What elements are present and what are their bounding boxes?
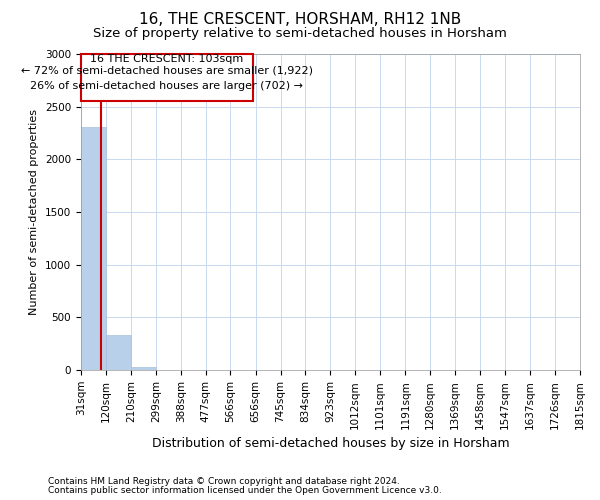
X-axis label: Distribution of semi-detached houses by size in Horsham: Distribution of semi-detached houses by … — [152, 437, 509, 450]
Text: Contains public sector information licensed under the Open Government Licence v3: Contains public sector information licen… — [48, 486, 442, 495]
Bar — [106, 336, 131, 370]
Y-axis label: Number of semi-detached properties: Number of semi-detached properties — [29, 109, 39, 315]
Text: ← 72% of semi-detached houses are smaller (1,922): ← 72% of semi-detached houses are smalle… — [21, 66, 313, 76]
Text: 26% of semi-detached houses are larger (702) →: 26% of semi-detached houses are larger (… — [31, 80, 304, 90]
Bar — [81, 54, 253, 101]
Text: Contains HM Land Registry data © Crown copyright and database right 2024.: Contains HM Land Registry data © Crown c… — [48, 477, 400, 486]
Bar — [81, 126, 106, 370]
Text: Size of property relative to semi-detached houses in Horsham: Size of property relative to semi-detach… — [93, 28, 507, 40]
Text: 16 THE CRESCENT: 103sqm: 16 THE CRESCENT: 103sqm — [90, 54, 244, 64]
Bar — [131, 367, 156, 370]
Text: 16, THE CRESCENT, HORSHAM, RH12 1NB: 16, THE CRESCENT, HORSHAM, RH12 1NB — [139, 12, 461, 28]
